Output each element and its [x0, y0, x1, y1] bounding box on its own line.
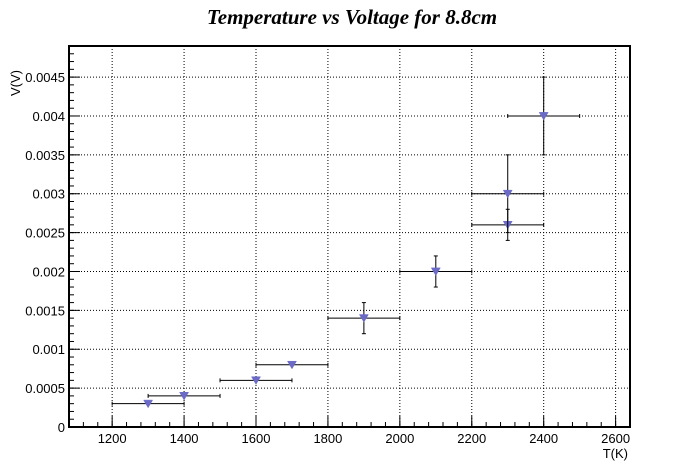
triangle-down-marker [251, 376, 261, 385]
triangle-down-marker [430, 267, 441, 277]
data-point [111, 399, 185, 409]
data-point [327, 302, 401, 335]
y-tick-label: 0.002 [32, 264, 65, 279]
y-tick-label: 0 [58, 420, 65, 435]
x-tick-label: 2600 [601, 431, 630, 446]
data-point [471, 154, 545, 234]
data-point [507, 76, 581, 156]
y-tick-label: 0.0025 [25, 226, 65, 241]
y-tick-label: 0.0045 [25, 70, 65, 85]
data-point [219, 376, 293, 385]
x-tick-label: 1800 [313, 431, 342, 446]
y-tick-label: 0.003 [32, 187, 65, 202]
triangle-down-marker [502, 189, 513, 199]
x-axis-label: T(K) [603, 446, 628, 461]
x-tick-label: 2400 [529, 431, 558, 446]
y-tick-label: 0.0015 [25, 303, 65, 318]
data-points [111, 76, 581, 409]
x-tick-label: 1200 [98, 431, 127, 446]
data-point [255, 360, 329, 370]
x-tick-label: 2000 [385, 431, 414, 446]
triangle-down-marker [358, 314, 369, 323]
plot-frame [68, 45, 631, 428]
data-point [147, 392, 221, 401]
triangle-down-marker [538, 112, 549, 121]
y-tick-label: 0.0035 [25, 148, 65, 163]
x-tick-label: 2200 [457, 431, 486, 446]
y-tick-label: 0.004 [32, 109, 65, 124]
x-tick-label: 1400 [170, 431, 199, 446]
y-tick-label: 0.0005 [25, 381, 65, 396]
triangle-down-marker [287, 360, 297, 370]
triangle-down-marker [179, 392, 190, 401]
data-point [399, 255, 473, 288]
y-axis-label: V(V) [8, 70, 23, 96]
axes: 1200 1400 1600 1800 2000 2200 2400 2600 0 0.0005 0… [25, 45, 631, 446]
y-tick-label: 0.001 [32, 342, 65, 357]
x-tick-label: 1600 [242, 431, 271, 446]
grid-lines [69, 46, 630, 427]
chart-title: Temperature vs Voltage for 8.8cm [207, 5, 497, 29]
triangle-down-marker [143, 399, 154, 409]
